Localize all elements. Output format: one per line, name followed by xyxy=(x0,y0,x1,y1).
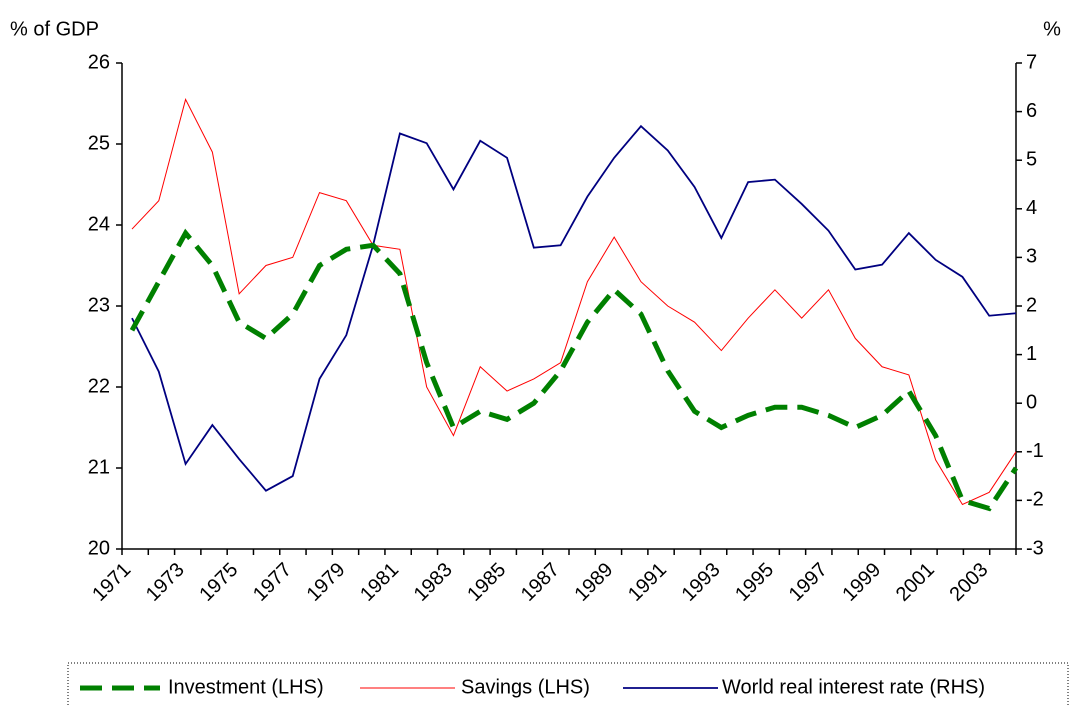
y2-axis-label: % xyxy=(1043,18,1061,40)
y-tick-label: 20 xyxy=(88,537,110,559)
y2-tick-label: 0 xyxy=(1026,391,1037,413)
y2-tick-label: -2 xyxy=(1026,489,1044,511)
x-tick-label: 1995 xyxy=(731,559,778,606)
x-tick-label: 1991 xyxy=(624,559,671,606)
legend-label: Savings (LHS) xyxy=(461,676,590,698)
y2-tick-label: 4 xyxy=(1026,197,1037,219)
x-tick-label: 2001 xyxy=(892,559,939,606)
x-tick-label: 1971 xyxy=(88,559,135,606)
x-tick-label: 1999 xyxy=(838,559,885,606)
x-tick-label: 1979 xyxy=(303,559,350,606)
x-tick-label: 1985 xyxy=(463,559,510,606)
x-tick-label: 1987 xyxy=(517,559,564,606)
x-tick-label: 2003 xyxy=(945,559,992,606)
x-tick-label: 1989 xyxy=(570,559,617,606)
y2-tick-label: 3 xyxy=(1026,246,1037,268)
y-tick-label: 24 xyxy=(88,213,110,235)
y2-tick-label: -1 xyxy=(1026,440,1044,462)
y2-tick-label: 6 xyxy=(1026,100,1037,122)
y-axis-label: % of GDP xyxy=(10,18,99,40)
series-line xyxy=(131,98,1017,506)
legend-label: Investment (LHS) xyxy=(168,676,324,698)
series-line xyxy=(129,228,1019,512)
y-tick-label: 21 xyxy=(88,456,110,478)
x-tick-label: 1983 xyxy=(410,559,457,606)
x-tick-label: 1993 xyxy=(678,559,725,606)
y2-tick-label: 1 xyxy=(1026,343,1037,365)
y2-tick-label: -3 xyxy=(1026,537,1044,559)
y-tick-label: 23 xyxy=(88,294,110,316)
y-tick-label: 22 xyxy=(88,375,110,397)
y-tick-label: 26 xyxy=(88,51,110,73)
x-tick-label: 1977 xyxy=(249,559,296,606)
series-line xyxy=(131,124,1017,492)
x-tick-label: 1981 xyxy=(356,559,403,606)
legend-label: World real interest rate (RHS) xyxy=(722,676,985,698)
x-tick-label: 1975 xyxy=(195,559,242,606)
y2-tick-label: 5 xyxy=(1026,148,1037,170)
x-tick-label: 1973 xyxy=(142,559,189,606)
y2-tick-label: 7 xyxy=(1026,51,1037,73)
y-tick-label: 25 xyxy=(88,132,110,154)
y2-tick-label: 2 xyxy=(1026,294,1037,316)
x-tick-label: 1997 xyxy=(785,559,832,606)
